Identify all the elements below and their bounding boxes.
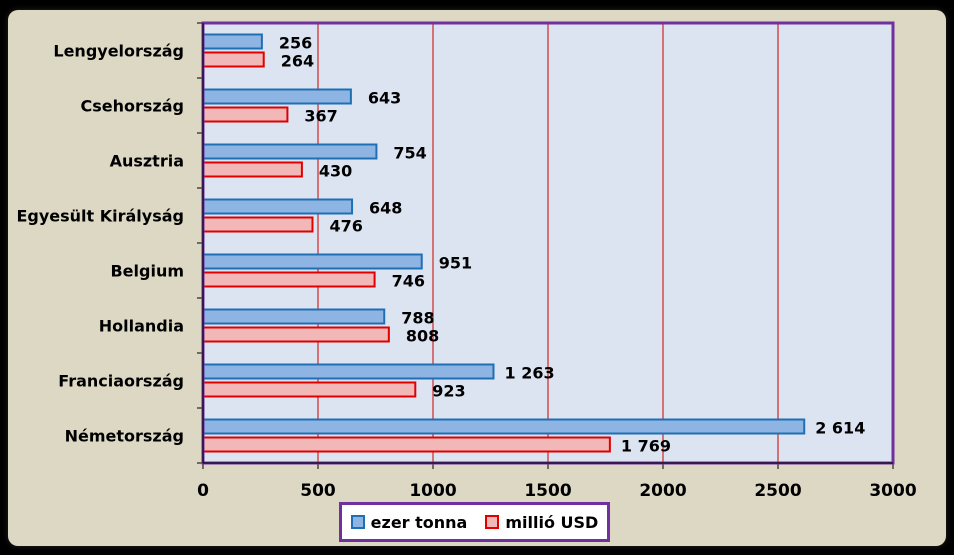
data-label: 2 614: [815, 419, 865, 438]
x-tick-label: 0: [197, 481, 209, 501]
category-label: Franciaország: [58, 372, 184, 391]
legend-item-series-2: millió USD: [485, 513, 598, 532]
bar-series-2: [202, 271, 376, 288]
category-label: Ausztria: [110, 152, 184, 171]
legend-label-series-2: millió USD: [505, 512, 599, 532]
x-tick-label: 2000: [639, 481, 686, 501]
bar-series-2: [202, 161, 303, 178]
category-label: Belgium: [110, 262, 184, 281]
data-label: 256: [279, 34, 312, 53]
category-label: Hollandia: [99, 317, 184, 336]
data-label: 808: [406, 327, 439, 346]
legend-item-series-1: ezer tonna: [350, 512, 468, 532]
bar-series-1: [202, 88, 352, 105]
data-label: 648: [369, 199, 402, 218]
data-label: 367: [304, 107, 337, 126]
data-label: 951: [439, 254, 472, 273]
bar-series-2: [202, 106, 289, 123]
bar-series-1: [202, 308, 386, 325]
data-label: 430: [319, 162, 352, 181]
legend-label-series-1: ezer tonna: [370, 512, 468, 532]
x-tick-label: 2500: [754, 481, 801, 501]
legend: ezer tonna millió USD: [339, 502, 610, 542]
category-label: Csehország: [81, 97, 184, 116]
bar-series-1: [202, 198, 354, 215]
bar-series-2: [202, 436, 611, 453]
legend-swatch-series-1: [350, 515, 365, 529]
bar-series-1: [202, 418, 806, 435]
data-label: 264: [281, 52, 314, 71]
category-label: Egyesült Királyság: [16, 207, 184, 226]
data-label: 788: [401, 309, 434, 328]
bar-series-1: [202, 143, 378, 160]
x-tick-label: 500: [300, 481, 336, 501]
data-label: 746: [392, 272, 425, 291]
data-label: 1 263: [504, 364, 554, 383]
x-tick-label: 1500: [524, 481, 571, 501]
legend-swatch-series-2: [485, 515, 500, 529]
data-label: 754: [393, 144, 426, 163]
bar-series-1: [202, 33, 263, 50]
bar-series-2: [202, 216, 314, 233]
data-label: 643: [368, 89, 401, 108]
bar-series-2: [202, 51, 265, 68]
x-tick-label: 3000: [869, 481, 916, 501]
data-label: 476: [329, 217, 362, 236]
bar-series-2: [202, 381, 417, 398]
category-label: Lengyelország: [53, 42, 184, 61]
category-label: Németország: [65, 427, 184, 446]
x-tick-label: 1000: [409, 481, 456, 501]
data-label: 1 769: [621, 437, 671, 456]
bar-series-2: [202, 326, 390, 343]
data-label: 923: [432, 382, 465, 401]
bar-series-1: [202, 363, 495, 380]
bar-series-1: [202, 253, 423, 270]
